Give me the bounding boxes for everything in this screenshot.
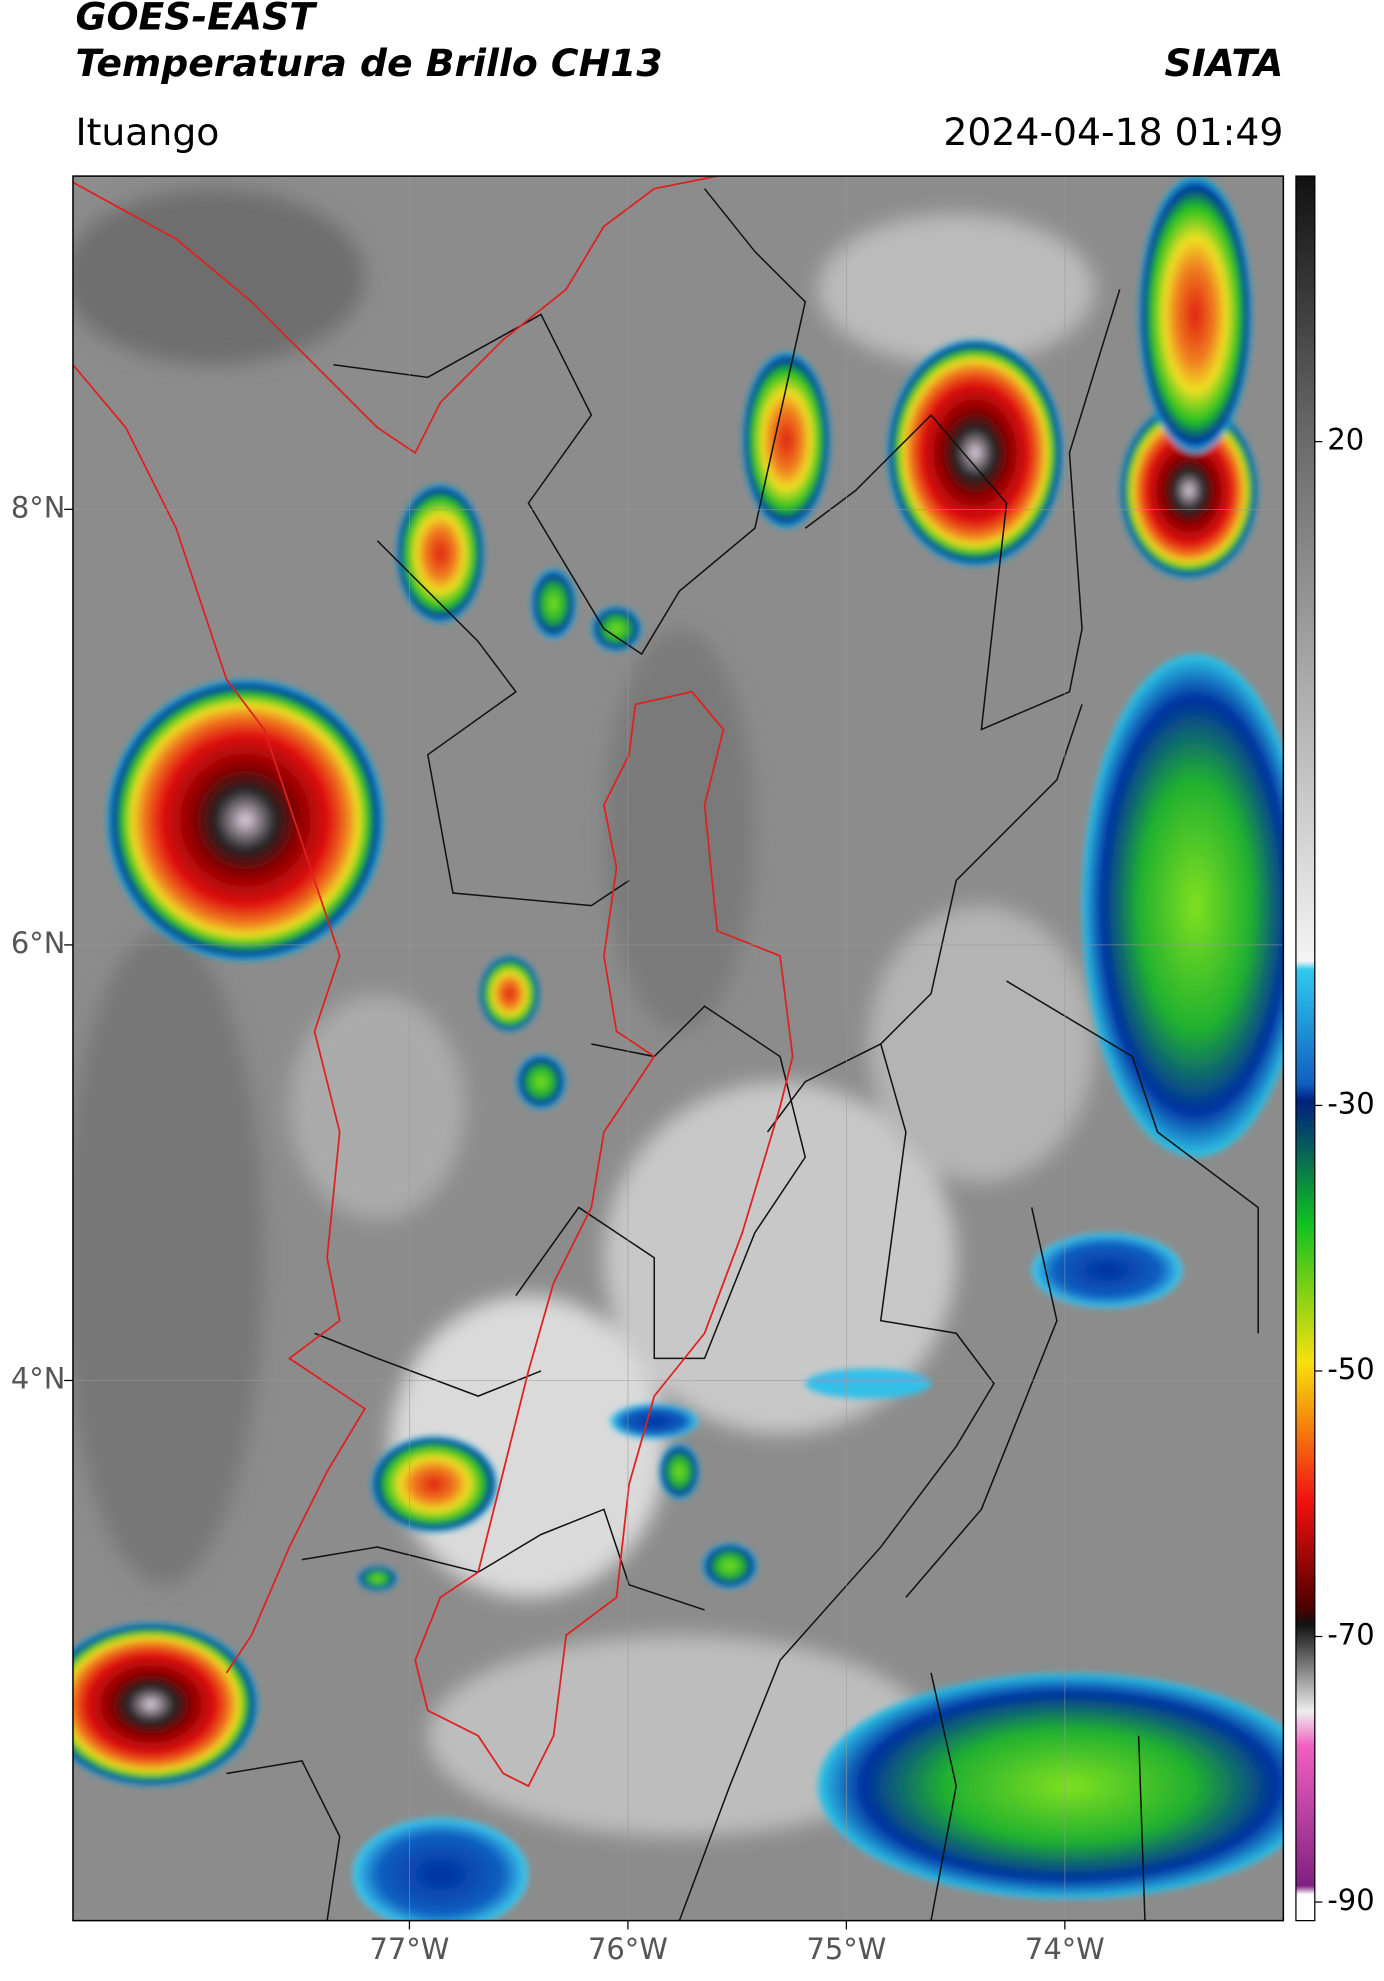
map-frame <box>72 175 1285 1922</box>
colorbar-tick-label: -70 <box>1327 1618 1374 1652</box>
colorbar-tick-label: -30 <box>1327 1086 1374 1120</box>
graticule <box>72 176 1284 1921</box>
y-tick-label: 6°N <box>11 926 66 960</box>
x-tick-label: 74°W <box>1025 1932 1105 1966</box>
subtitle: Temperatura de Brillo CH13 <box>75 41 662 85</box>
x-tick-label: 77°W <box>369 1932 449 1966</box>
colorbar-tick-label: -50 <box>1327 1352 1374 1386</box>
x-tick-label: 76°W <box>588 1932 668 1966</box>
title: GOES-EAST <box>75 0 318 38</box>
y-tick-label: 8°N <box>11 490 66 524</box>
colorbar-tick-label: -90 <box>1327 1883 1374 1917</box>
satellite-image <box>72 176 1284 1921</box>
x-tick-label: 75°W <box>806 1932 886 1966</box>
y-tick-label: 4°N <box>11 1361 66 1395</box>
location: Ituango <box>75 110 219 154</box>
colorbar <box>1295 175 1316 1922</box>
colorbar-tick-label: 20 <box>1327 423 1364 457</box>
brand: SIATA <box>1165 41 1284 85</box>
datetime: 2024-04-18 01:49 <box>943 110 1283 154</box>
axes: 77°W 76°W 75°W 74°W 8°N 6°N 4°N 20 -30 -50 -70 -90 <box>11 423 1375 1966</box>
